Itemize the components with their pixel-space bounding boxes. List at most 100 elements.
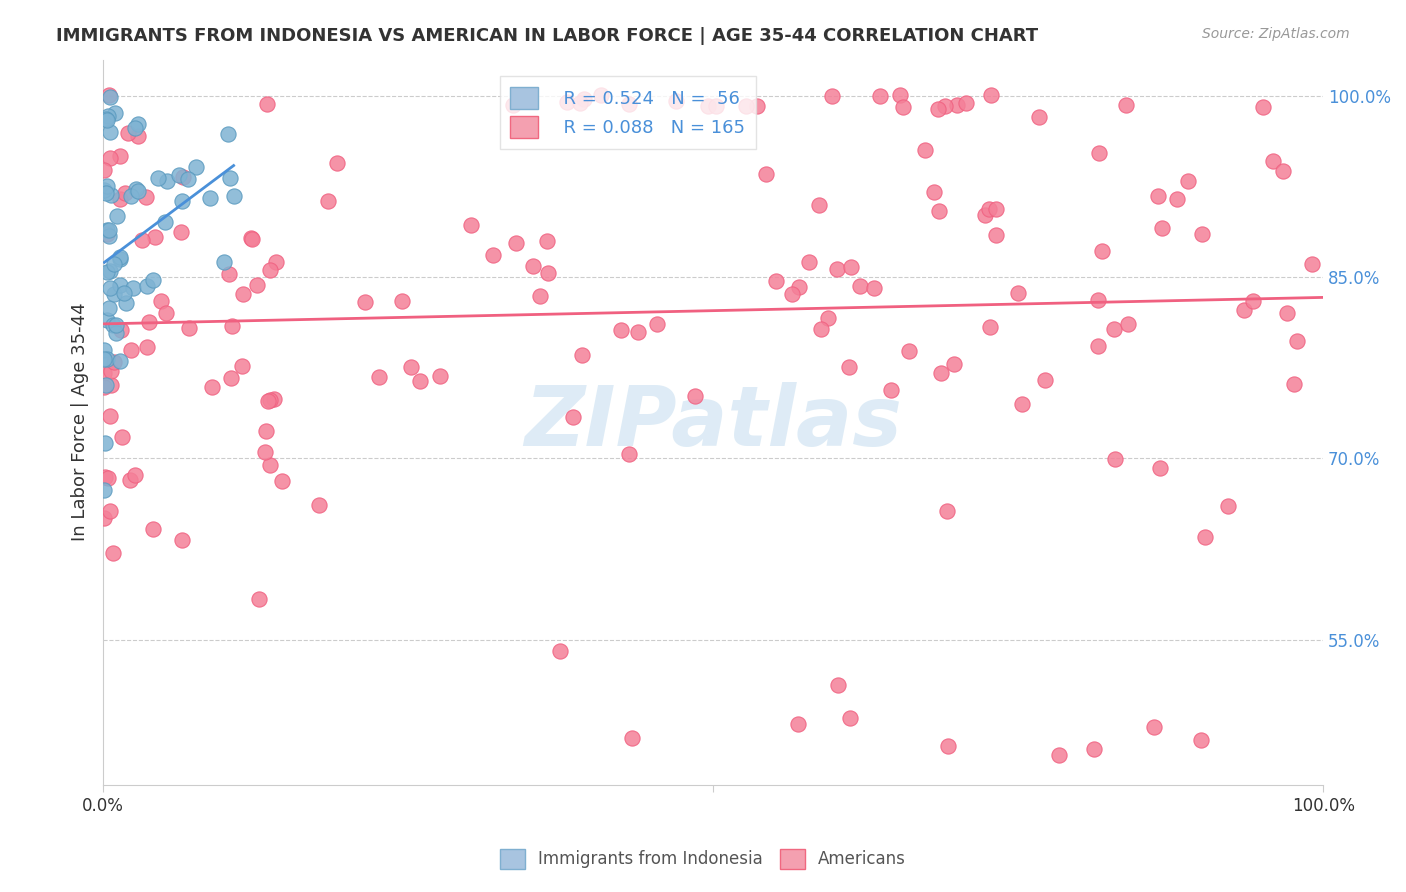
Immigrants from Indonesia (136, 278, 159, 293)
Americans (505, 236, 527, 251)
Americans (825, 262, 848, 277)
Americans (93, 380, 115, 394)
Americans (562, 409, 585, 424)
Americans (101, 546, 124, 560)
Americans (891, 100, 914, 114)
Immigrants from Indonesia (104, 318, 127, 332)
Americans (787, 280, 810, 294)
Immigrants from Indonesia (98, 229, 121, 244)
Americans (1272, 163, 1295, 178)
Immigrants from Indonesia (94, 436, 117, 450)
Americans (821, 89, 844, 103)
Americans (522, 259, 544, 273)
Americans (589, 88, 612, 103)
Americans (391, 294, 413, 309)
Americans (138, 315, 160, 329)
Immigrants from Indonesia (167, 168, 190, 182)
Americans (984, 227, 1007, 242)
Americans (231, 359, 253, 374)
Immigrants from Indonesia (222, 189, 245, 203)
Americans (936, 739, 959, 753)
Americans (936, 503, 959, 517)
Americans (734, 98, 756, 112)
Immigrants from Indonesia (96, 113, 118, 128)
Americans (863, 281, 886, 295)
Immigrants from Indonesia (186, 160, 208, 174)
Americans (120, 473, 142, 487)
Immigrants from Indonesia (93, 343, 115, 357)
Americans (869, 89, 891, 103)
Americans (325, 156, 347, 170)
Americans (1087, 293, 1109, 308)
Americans (786, 717, 808, 731)
Americans (111, 430, 134, 444)
Americans (839, 260, 862, 275)
Americans (482, 248, 505, 262)
Americans (827, 677, 849, 691)
Americans (621, 731, 644, 746)
Americans (537, 266, 560, 280)
Americans (136, 340, 159, 354)
Americans (889, 87, 911, 102)
Americans (1189, 732, 1212, 747)
Americans (108, 192, 131, 206)
Americans (254, 424, 277, 438)
Americans (1007, 285, 1029, 300)
Americans (100, 377, 122, 392)
Americans (1047, 747, 1070, 762)
Americans (880, 384, 903, 398)
Americans (817, 310, 839, 325)
Americans (942, 357, 965, 371)
Americans (745, 98, 768, 112)
Y-axis label: In Labor Force | Age 35-44: In Labor Force | Age 35-44 (72, 303, 89, 541)
Immigrants from Indonesia (96, 223, 118, 237)
Americans (955, 95, 977, 110)
Americans (922, 185, 945, 199)
Americans (1091, 244, 1114, 258)
Text: ZIPatlas: ZIPatlas (524, 382, 903, 463)
Immigrants from Indonesia (170, 194, 193, 208)
Americans (617, 447, 640, 461)
Americans (1241, 294, 1264, 309)
Immigrants from Indonesia (214, 255, 236, 269)
Americans (1191, 227, 1213, 242)
Immigrants from Indonesia (98, 90, 121, 104)
Americans (270, 474, 292, 488)
Immigrants from Indonesia (93, 352, 115, 367)
Americans (780, 286, 803, 301)
Americans (246, 278, 269, 293)
Americans (665, 94, 688, 108)
Immigrants from Indonesia (96, 351, 118, 366)
Immigrants from Indonesia (122, 281, 145, 295)
Americans (124, 467, 146, 482)
Immigrants from Indonesia (103, 257, 125, 271)
Americans (1115, 98, 1137, 112)
Immigrants from Indonesia (110, 277, 132, 292)
Americans (177, 321, 200, 335)
Immigrants from Indonesia (120, 189, 142, 203)
Americans (928, 204, 950, 219)
Americans (98, 409, 121, 423)
Immigrants from Indonesia (96, 313, 118, 327)
Americans (979, 320, 1001, 334)
Americans (264, 255, 287, 269)
Americans (986, 202, 1008, 217)
Immigrants from Indonesia (110, 354, 132, 368)
Immigrants from Indonesia (94, 186, 117, 201)
Americans (1150, 220, 1173, 235)
Americans (97, 470, 120, 484)
Americans (572, 92, 595, 106)
Americans (839, 711, 862, 725)
Americans (100, 364, 122, 378)
Americans (1102, 322, 1125, 336)
Americans (617, 97, 640, 112)
Americans (253, 444, 276, 458)
Immigrants from Indonesia (98, 281, 121, 295)
Americans (131, 233, 153, 247)
Americans (135, 190, 157, 204)
Immigrants from Indonesia (98, 125, 121, 139)
Americans (259, 262, 281, 277)
Americans (98, 151, 121, 165)
Immigrants from Indonesia (94, 112, 117, 127)
Americans (150, 293, 173, 308)
